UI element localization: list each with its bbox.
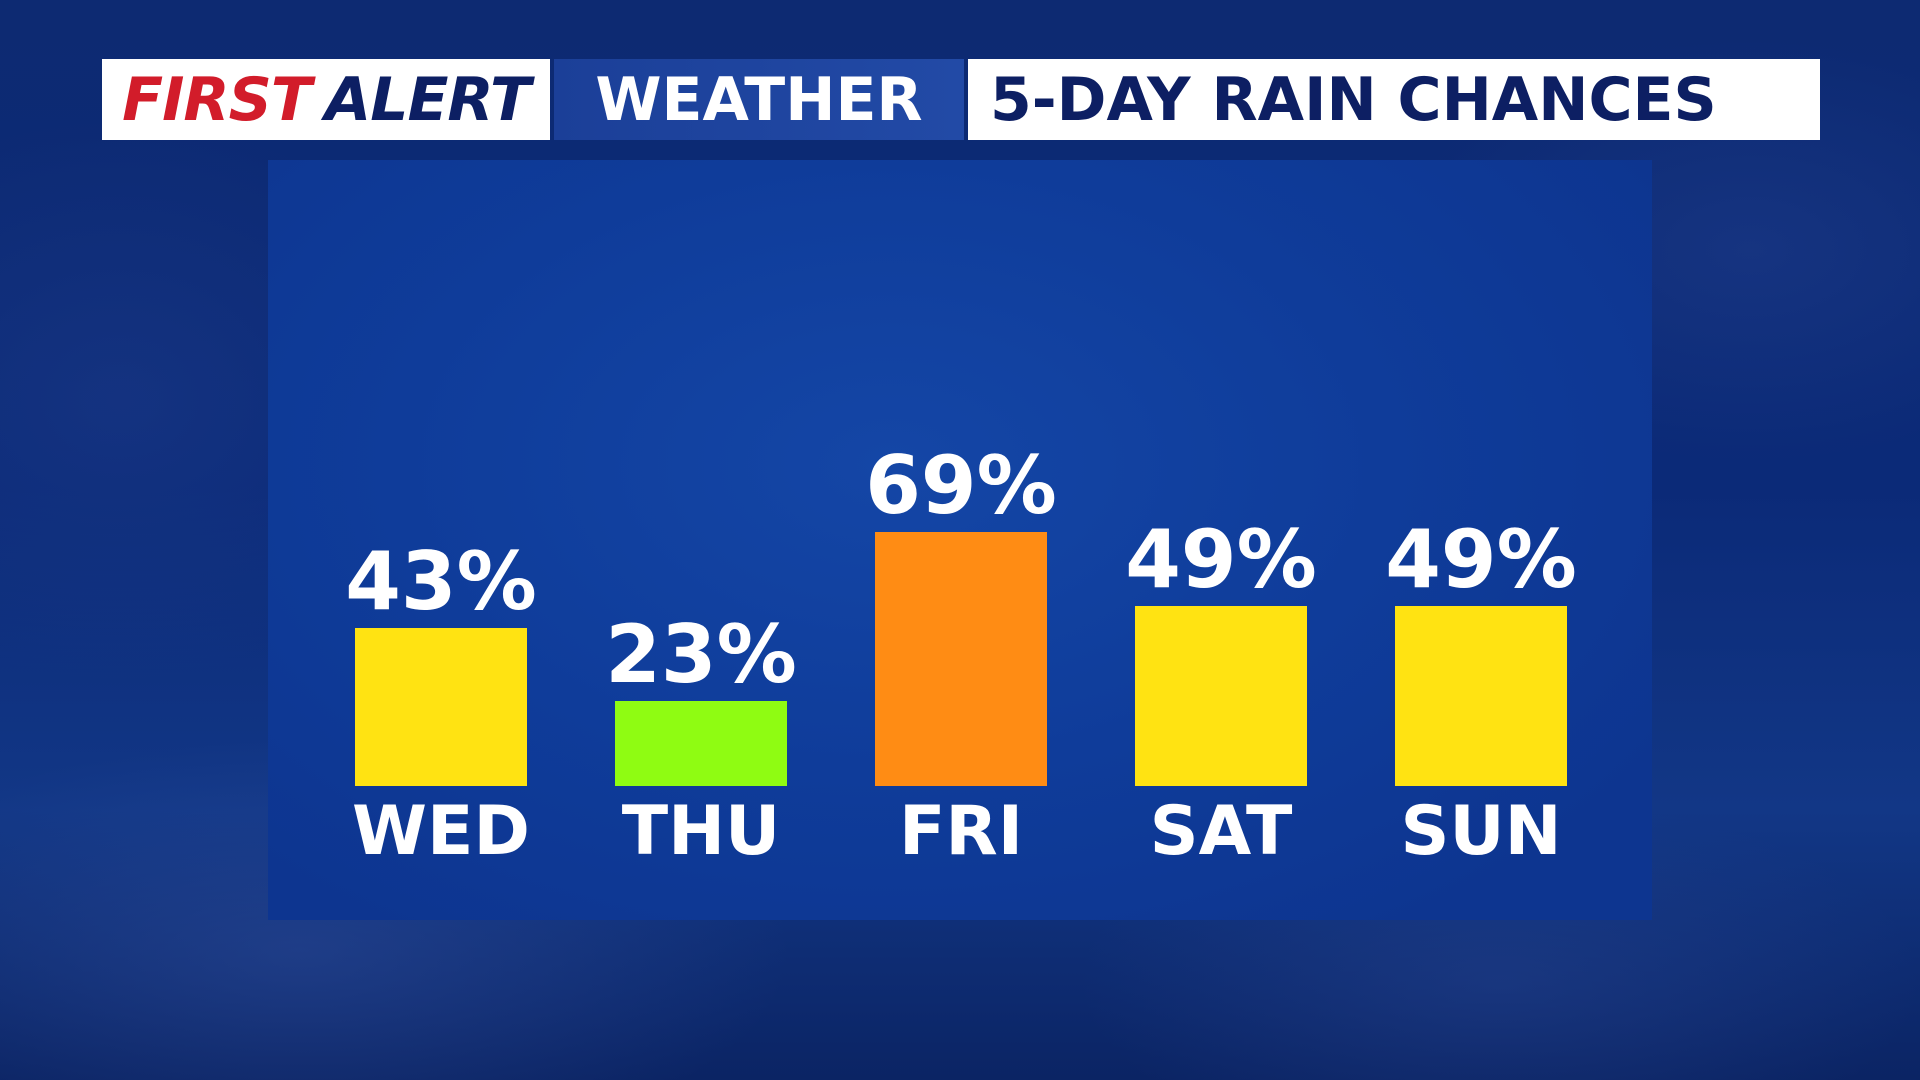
alert-text: ALERT: [324, 64, 531, 135]
first-text: FIRST: [122, 64, 312, 135]
value-label-thu: 23%: [605, 608, 797, 702]
value-label-wed: 43%: [345, 534, 537, 628]
bar-sat: [1135, 605, 1307, 786]
day-label-sun: SUN: [1400, 792, 1562, 871]
bar-thu: [615, 701, 787, 786]
chart-title: 5-DAY RAIN CHANCES: [968, 59, 1820, 140]
value-label-sun: 49%: [1385, 512, 1577, 606]
bar-wed: [355, 627, 527, 786]
bar-fri: [875, 532, 1047, 786]
day-label-thu: THU: [621, 792, 781, 871]
day-label-wed: WED: [352, 792, 530, 871]
value-label-sat: 49%: [1125, 512, 1317, 606]
first-alert-logo: FIRST ALERT: [102, 59, 550, 140]
bar-sun: [1395, 605, 1567, 786]
weather-label: WEATHER: [554, 59, 964, 140]
chart-panel: 43% WED 23% THU 69% FRI 49% SAT 49% SUN: [268, 160, 1652, 920]
day-label-fri: FRI: [898, 792, 1024, 871]
value-label-fri: 69%: [865, 439, 1057, 533]
day-label-sat: SAT: [1149, 792, 1293, 871]
